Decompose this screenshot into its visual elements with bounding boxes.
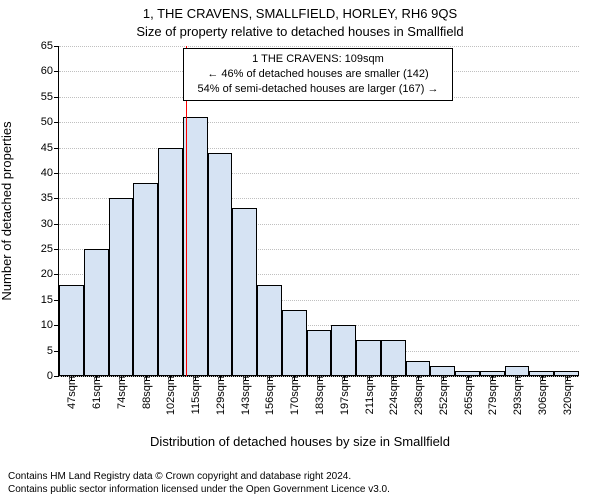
histogram-bar xyxy=(307,330,332,376)
histogram-bar xyxy=(282,310,307,376)
xtick-label: 306sqm xyxy=(535,376,549,415)
callout-line: 54% of semi-detached houses are larger (… xyxy=(190,82,446,97)
ytick-label: 10 xyxy=(41,319,59,331)
gridline xyxy=(59,122,579,123)
callout-line: 1 THE CRAVENS: 109sqm xyxy=(190,52,446,67)
ytick-label: 55 xyxy=(41,91,59,103)
y-axis-label: Number of detached properties xyxy=(0,121,14,300)
chart-subtitle: Size of property relative to detached ho… xyxy=(0,24,600,39)
histogram-bar xyxy=(505,366,530,376)
xtick-label: 197sqm xyxy=(337,376,351,415)
ytick-label: 30 xyxy=(41,218,59,230)
xtick-label: 47sqm xyxy=(64,376,78,409)
xtick-label: 211sqm xyxy=(362,376,376,414)
xtick-label: 88sqm xyxy=(139,376,153,409)
ytick-label: 45 xyxy=(41,142,59,154)
xtick-label: 279sqm xyxy=(485,376,499,415)
ytick-label: 0 xyxy=(47,370,59,382)
gridline xyxy=(59,46,579,47)
ytick-label: 60 xyxy=(41,65,59,77)
xtick-label: 156sqm xyxy=(262,376,276,415)
xtick-label: 129sqm xyxy=(213,376,227,415)
footer-line: Contains HM Land Registry data © Crown c… xyxy=(8,470,592,483)
histogram-bar xyxy=(84,249,109,376)
histogram-bar xyxy=(381,340,406,376)
xtick-label: 170sqm xyxy=(287,376,301,415)
gridline xyxy=(59,148,579,149)
xtick-label: 102sqm xyxy=(163,376,177,415)
xtick-label: 293sqm xyxy=(510,376,524,415)
histogram-bar xyxy=(331,325,356,376)
histogram-bar xyxy=(356,340,381,376)
x-axis-label: Distribution of detached houses by size … xyxy=(0,434,600,449)
ytick-label: 50 xyxy=(41,116,59,128)
xtick-label: 238sqm xyxy=(411,376,425,415)
ytick-label: 35 xyxy=(41,192,59,204)
histogram-bar xyxy=(257,285,282,376)
xtick-label: 320sqm xyxy=(560,376,574,415)
histogram-bar xyxy=(158,148,183,376)
gridline xyxy=(59,173,579,174)
ytick-label: 5 xyxy=(47,345,59,357)
xtick-label: 74sqm xyxy=(114,376,128,409)
chart-title: 1, THE CRAVENS, SMALLFIELD, HORLEY, RH6 … xyxy=(0,6,600,21)
xtick-label: 183sqm xyxy=(312,376,326,415)
ytick-label: 25 xyxy=(41,243,59,255)
property-callout: 1 THE CRAVENS: 109sqm← 46% of detached h… xyxy=(183,48,453,101)
ytick-label: 15 xyxy=(41,294,59,306)
histogram-bar xyxy=(109,198,134,376)
xtick-label: 265sqm xyxy=(461,376,475,415)
callout-line: ← 46% of detached houses are smaller (14… xyxy=(190,67,446,82)
ytick-label: 65 xyxy=(41,40,59,52)
chart-container: { "title": "1, THE CRAVENS, SMALLFIELD, … xyxy=(0,0,600,500)
histogram-bar xyxy=(232,208,257,376)
xtick-label: 61sqm xyxy=(89,376,103,409)
xtick-label: 143sqm xyxy=(238,376,252,415)
histogram-bar xyxy=(406,361,431,376)
footer-line: Contains public sector information licen… xyxy=(8,483,592,496)
attribution-footer: Contains HM Land Registry data © Crown c… xyxy=(8,470,592,496)
xtick-label: 115sqm xyxy=(188,376,202,414)
xtick-label: 224sqm xyxy=(386,376,400,415)
ytick-label: 20 xyxy=(41,268,59,280)
xtick-label: 252sqm xyxy=(436,376,450,415)
plot-area: 0510152025303540455055606547sqm61sqm74sq… xyxy=(58,46,579,377)
histogram-bar xyxy=(208,153,233,376)
histogram-bar xyxy=(59,285,84,376)
histogram-bar xyxy=(430,366,455,376)
ytick-label: 40 xyxy=(41,167,59,179)
histogram-bar xyxy=(133,183,158,376)
